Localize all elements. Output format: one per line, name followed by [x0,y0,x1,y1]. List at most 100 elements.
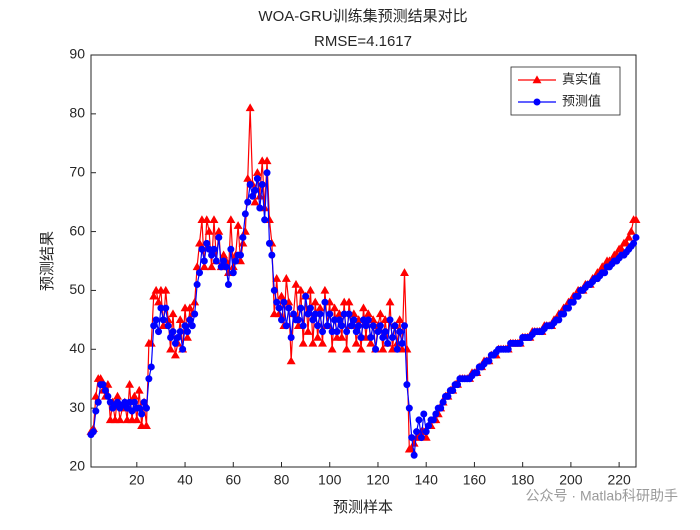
marker-circle [174,334,182,342]
marker-circle [362,322,370,330]
marker-triangle [532,75,542,84]
marker-circle [357,334,365,342]
marker-circle [212,257,220,265]
marker-circle [150,322,158,330]
marker-circle [220,257,228,265]
marker-circle [319,328,327,336]
marker-triangle [168,309,178,318]
marker-circle [405,404,413,412]
marker-triangle [142,421,151,429]
marker-circle [179,345,187,353]
marker-circle [388,334,396,342]
marker-circle [280,298,288,306]
marker-triangle [313,332,323,341]
marker-circle [372,345,380,353]
marker-circle [473,369,481,377]
marker-triangle [175,315,185,324]
marker-circle [321,298,329,306]
marker-circle [164,322,172,330]
marker-circle [297,304,305,312]
marker-triangle [161,285,171,294]
marker-circle [429,416,437,424]
marker-triangle [132,415,142,424]
marker-circle [316,310,324,318]
marker-circle [420,410,428,418]
marker-triangle [185,303,195,312]
marker-circle [485,357,493,365]
marker-circle [167,334,175,342]
marker-circle [338,322,346,330]
legend-label: 真实值 [562,71,601,86]
marker-circle [564,304,572,312]
marker-triangle [154,297,163,306]
marker-circle [343,328,351,336]
plot-frame [90,54,637,468]
marker-circle [130,398,138,406]
marker-circle [333,328,341,336]
marker-circle [273,298,281,306]
marker-triangle [195,238,204,247]
marker-circle [200,257,208,265]
x-tick-label: 140 [415,472,439,488]
y-tick-label: 90 [69,46,85,62]
marker-triangle [170,350,180,359]
marker-circle [516,339,524,347]
marker-circle [306,304,314,312]
marker-circle [244,198,252,206]
marker-circle [415,416,423,424]
x-tick-label: 80 [274,472,290,488]
marker-triangle [621,238,631,247]
marker-triangle [366,338,376,347]
marker-circle [417,434,425,442]
marker-circle [253,175,261,183]
marker-triangle [337,332,347,341]
marker-triangle [351,338,361,347]
marker-triangle [204,226,214,235]
marker-circle [258,180,266,188]
marker-triangle [344,297,354,306]
marker-circle [162,304,170,312]
marker-circle [304,310,312,318]
marker-triangle [305,285,315,294]
marker-triangle [378,344,388,353]
x-tick-label: 100 [318,472,342,488]
marker-circle [155,328,163,336]
marker-circle [224,281,232,289]
x-tick-label: 20 [129,472,145,488]
marker-circle [413,428,421,436]
marker-circle [345,310,353,318]
marker-circle [215,233,223,241]
marker-circle [355,322,363,330]
marker-triangle [209,215,219,223]
marker-triangle [624,232,634,241]
marker-circle [191,310,199,318]
marker-circle [256,204,264,212]
marker-triangle [149,291,159,300]
marker-circle [350,316,358,324]
marker-circle [444,392,452,400]
marker-triangle [296,285,306,294]
marker-triangle [134,385,144,394]
marker-circle [352,328,360,336]
marker-circle [229,269,237,277]
marker-circle [630,239,638,247]
marker-circle [335,316,343,324]
marker-circle [196,269,204,277]
marker-triangle [298,338,308,347]
marker-triangle [91,391,101,400]
marker-triangle [327,344,337,353]
marker-circle [183,328,191,336]
marker-circle [261,216,269,224]
marker-triangle [202,215,212,223]
marker-circle [94,398,102,406]
marker-circle [326,310,334,318]
marker-triangle [233,221,243,229]
marker-circle [410,451,418,459]
marker-circle [422,428,430,436]
marker-circle [381,328,389,336]
marker-circle [367,334,375,342]
x-tick-label: 120 [366,472,390,488]
y-tick-label: 70 [69,163,85,179]
marker-circle [504,345,512,353]
